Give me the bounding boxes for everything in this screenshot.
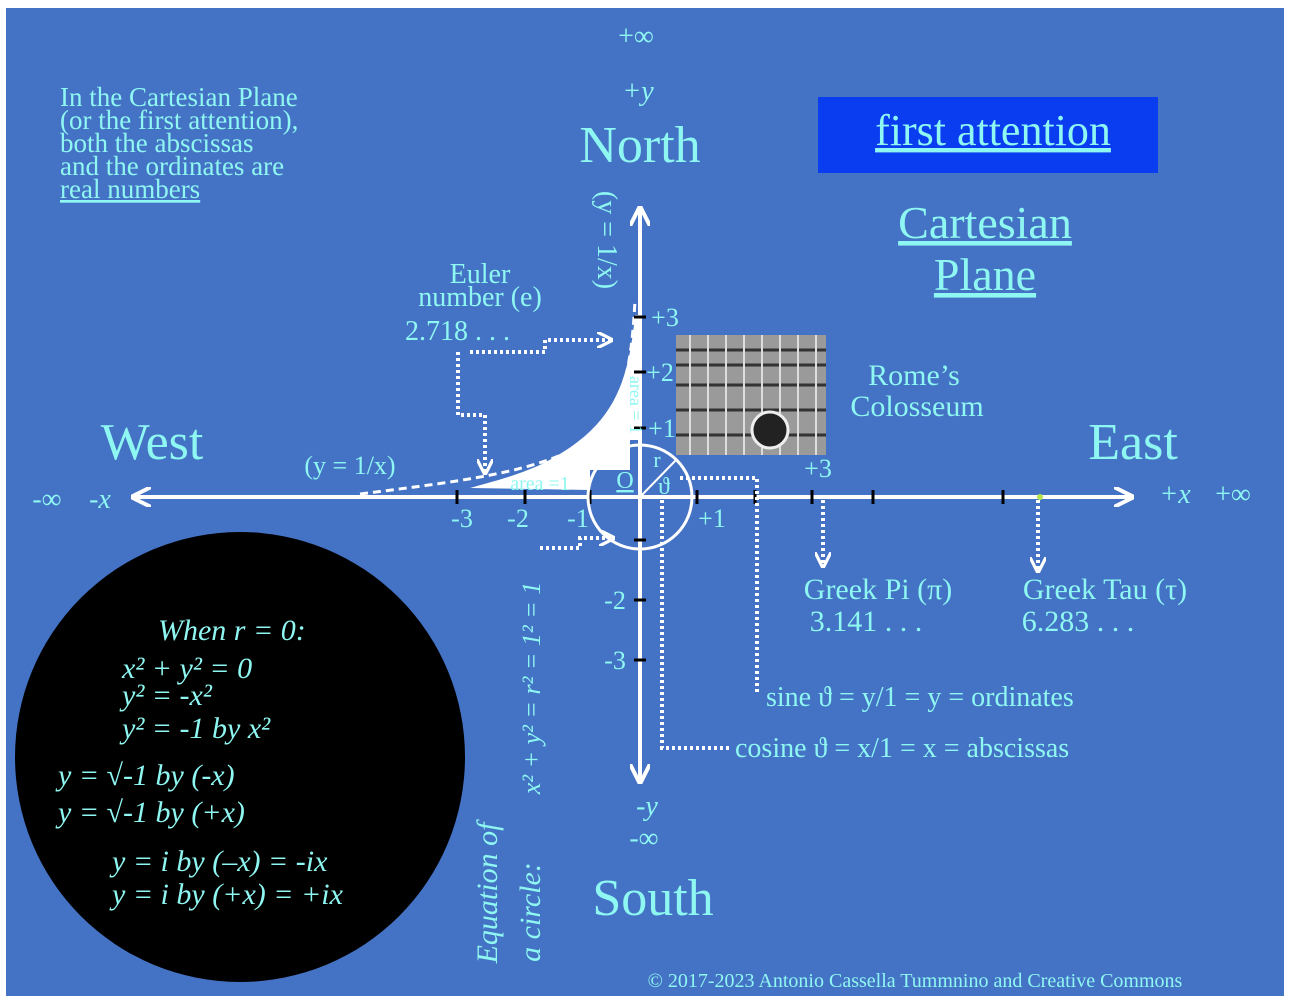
- area-vertical: area = 1: [626, 376, 646, 434]
- sine: sine ϑ = y/1 = y = ordinates: [766, 682, 1074, 713]
- x-ticks: -3: [451, 504, 473, 533]
- directions: West: [101, 414, 204, 471]
- hyperbola-top: (y = 1/x): [591, 191, 622, 289]
- imaginary: y² = -1 by x²: [119, 712, 271, 745]
- axis-labels: -y: [636, 791, 658, 822]
- tau: 6.283 . . .: [1022, 605, 1135, 638]
- heading: Plane: [934, 249, 1036, 300]
- colosseum: Colosseum: [850, 390, 983, 423]
- cosine: cosine ϑ = x/1 = x = abscissas: [735, 733, 1069, 764]
- origin: O: [616, 468, 633, 494]
- angle: ϑ: [658, 474, 670, 500]
- axis-labels: -∞: [629, 823, 658, 854]
- circle-equation: a circle:: [514, 862, 547, 962]
- black-circle: [15, 532, 465, 982]
- x-ticks: +3: [804, 454, 832, 483]
- axis-labels: +∞: [618, 21, 654, 52]
- euler: number (e): [418, 282, 542, 313]
- pi: Greek Pi (π): [804, 573, 952, 606]
- pi: 3.141 . . .: [810, 605, 923, 638]
- axis-labels: +y: [622, 76, 654, 107]
- directions: South: [592, 870, 713, 927]
- axis-labels: +∞: [1215, 479, 1251, 510]
- diagram: In the Cartesian Plane(or the first atte…: [0, 0, 1289, 999]
- x-ticks: +1: [698, 504, 726, 533]
- tau-point: [1037, 494, 1043, 500]
- imaginary: y = √-1 by (+x): [55, 796, 245, 829]
- tau: Greek Tau (τ): [1023, 573, 1187, 606]
- axis-labels: +x: [1159, 479, 1191, 510]
- colosseum-image: [676, 335, 826, 455]
- imaginary: y = √-1 by (-x): [55, 759, 235, 792]
- axis-labels: -∞: [32, 484, 61, 515]
- radius: r: [653, 447, 661, 472]
- colosseum: Rome’s: [868, 359, 960, 392]
- badge: first attention: [875, 106, 1111, 155]
- imaginary: y = i by (–x) = -ix: [109, 845, 328, 878]
- euler: 2.718 . . .: [405, 316, 510, 347]
- x-ticks: -1: [567, 504, 589, 533]
- y-ticks: -3: [604, 646, 626, 675]
- y-ticks: -2: [604, 586, 626, 615]
- y-ticks: +2: [646, 358, 674, 387]
- directions: East: [1088, 414, 1178, 471]
- y-ticks: +1: [648, 414, 676, 443]
- directions: North: [579, 117, 700, 174]
- intro: real numbers: [60, 174, 200, 204]
- axis-labels: -x: [89, 484, 111, 515]
- x-ticks: -2: [507, 504, 529, 533]
- hyperbola-left: (y = 1/x): [304, 451, 395, 480]
- imaginary: y² = -x²: [119, 679, 213, 712]
- circle-equation: Equation of: [471, 819, 504, 964]
- heading: Cartesian: [898, 197, 1072, 248]
- y-ticks: +3: [651, 303, 679, 332]
- imaginary: y = i by (+x) = +ix: [109, 878, 344, 911]
- area-horizontal: area =1: [510, 473, 570, 495]
- circle-equation: x² + y² = r² = 1² = 1: [517, 582, 546, 796]
- imaginary: When r = 0:: [158, 614, 306, 647]
- footer: © 2017-2023 Antonio Cassella Tummnino an…: [648, 970, 1183, 992]
